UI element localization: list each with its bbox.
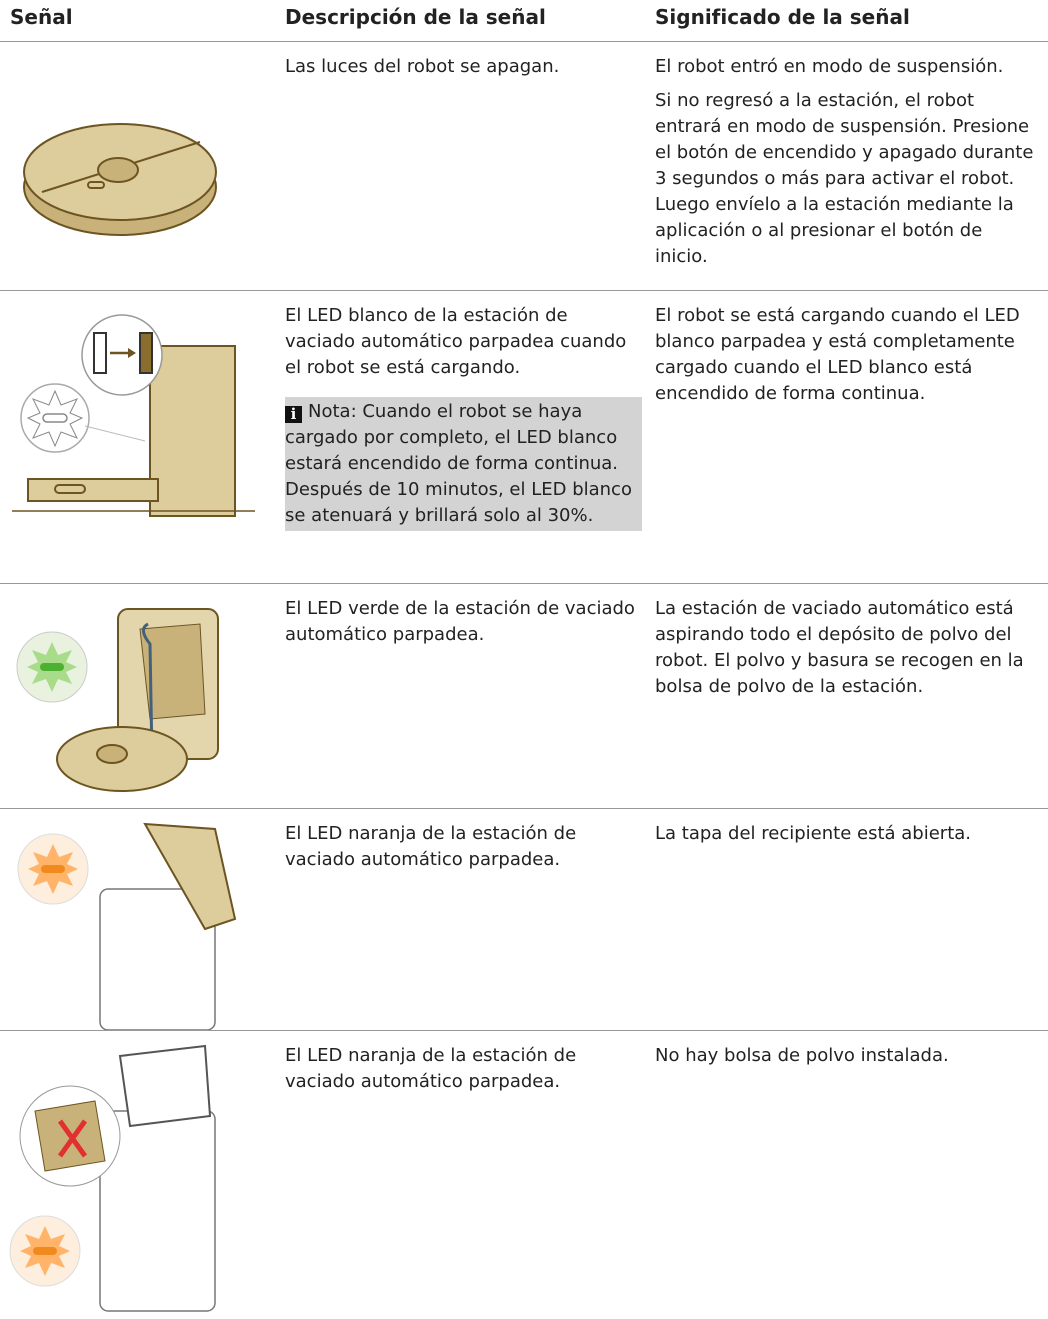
note: i Nota: Cuando el robot se haya cargado p… bbox=[285, 397, 642, 531]
table-row: El LED naranja de la estación de vaciado… bbox=[0, 809, 1048, 1031]
description: El LED naranja de la estación de vaciado… bbox=[285, 821, 635, 881]
text: El robot se está cargando cuando el LED … bbox=[655, 305, 1020, 404]
table-row: Las luces del robot se apagan. El robot … bbox=[0, 42, 1048, 291]
column-header: Significado de la señal bbox=[655, 5, 910, 29]
emptying-illustration bbox=[16, 608, 219, 792]
meaning: El robot se está cargando cuando el LED … bbox=[655, 303, 1040, 415]
meaning: La tapa del recipiente está abierta. bbox=[655, 821, 1040, 855]
text: El LED blanco de la estación de vaciado … bbox=[285, 305, 627, 378]
description: El LED verde de la estación de vaciado a… bbox=[285, 596, 635, 656]
description: El LED naranja de la estación de vaciado… bbox=[285, 1043, 635, 1103]
description: El LED blanco de la estación de vaciado … bbox=[285, 303, 642, 531]
text: El LED verde de la estación de vaciado a… bbox=[285, 598, 635, 645]
text: El LED naranja de la estación de vaciado… bbox=[285, 823, 577, 870]
description: Las luces del robot se apagan. bbox=[285, 54, 635, 88]
charging-illustration bbox=[12, 314, 255, 517]
text: Las luces del robot se apagan. bbox=[285, 56, 560, 77]
table-row: El LED verde de la estación de vaciado a… bbox=[0, 584, 1048, 809]
text: No hay bolsa de polvo instalada. bbox=[655, 1045, 949, 1066]
robot-illustration bbox=[23, 123, 217, 236]
column-header: Descripción de la señal bbox=[285, 5, 546, 29]
text: El LED naranja de la estación de vaciado… bbox=[285, 1045, 577, 1092]
text: El robot entró en modo de suspensión. bbox=[655, 56, 1004, 77]
lid-open-illustration bbox=[17, 822, 237, 1030]
table-row: El LED blanco de la estación de vaciado … bbox=[0, 291, 1048, 584]
text: La estación de vaciado automático está a… bbox=[655, 598, 1024, 697]
table-header: Señal Descripción de la señal Significad… bbox=[0, 0, 1048, 42]
meaning: No hay bolsa de polvo instalada. bbox=[655, 1043, 1040, 1077]
no-bag-illustration bbox=[9, 1044, 216, 1312]
meaning: La estación de vaciado automático está a… bbox=[655, 596, 1040, 708]
meaning: El robot entró en modo de suspensión. Si… bbox=[655, 54, 1040, 278]
column-header: Señal bbox=[10, 5, 73, 29]
text: Si no regresó a la estación, el robot en… bbox=[655, 90, 1034, 267]
note-text: Nota: Cuando el robot se haya cargado po… bbox=[285, 401, 632, 526]
text: La tapa del recipiente está abierta. bbox=[655, 823, 972, 844]
table-row: El LED naranja de la estación de vaciado… bbox=[0, 1031, 1048, 1319]
info-icon: i bbox=[285, 406, 302, 423]
